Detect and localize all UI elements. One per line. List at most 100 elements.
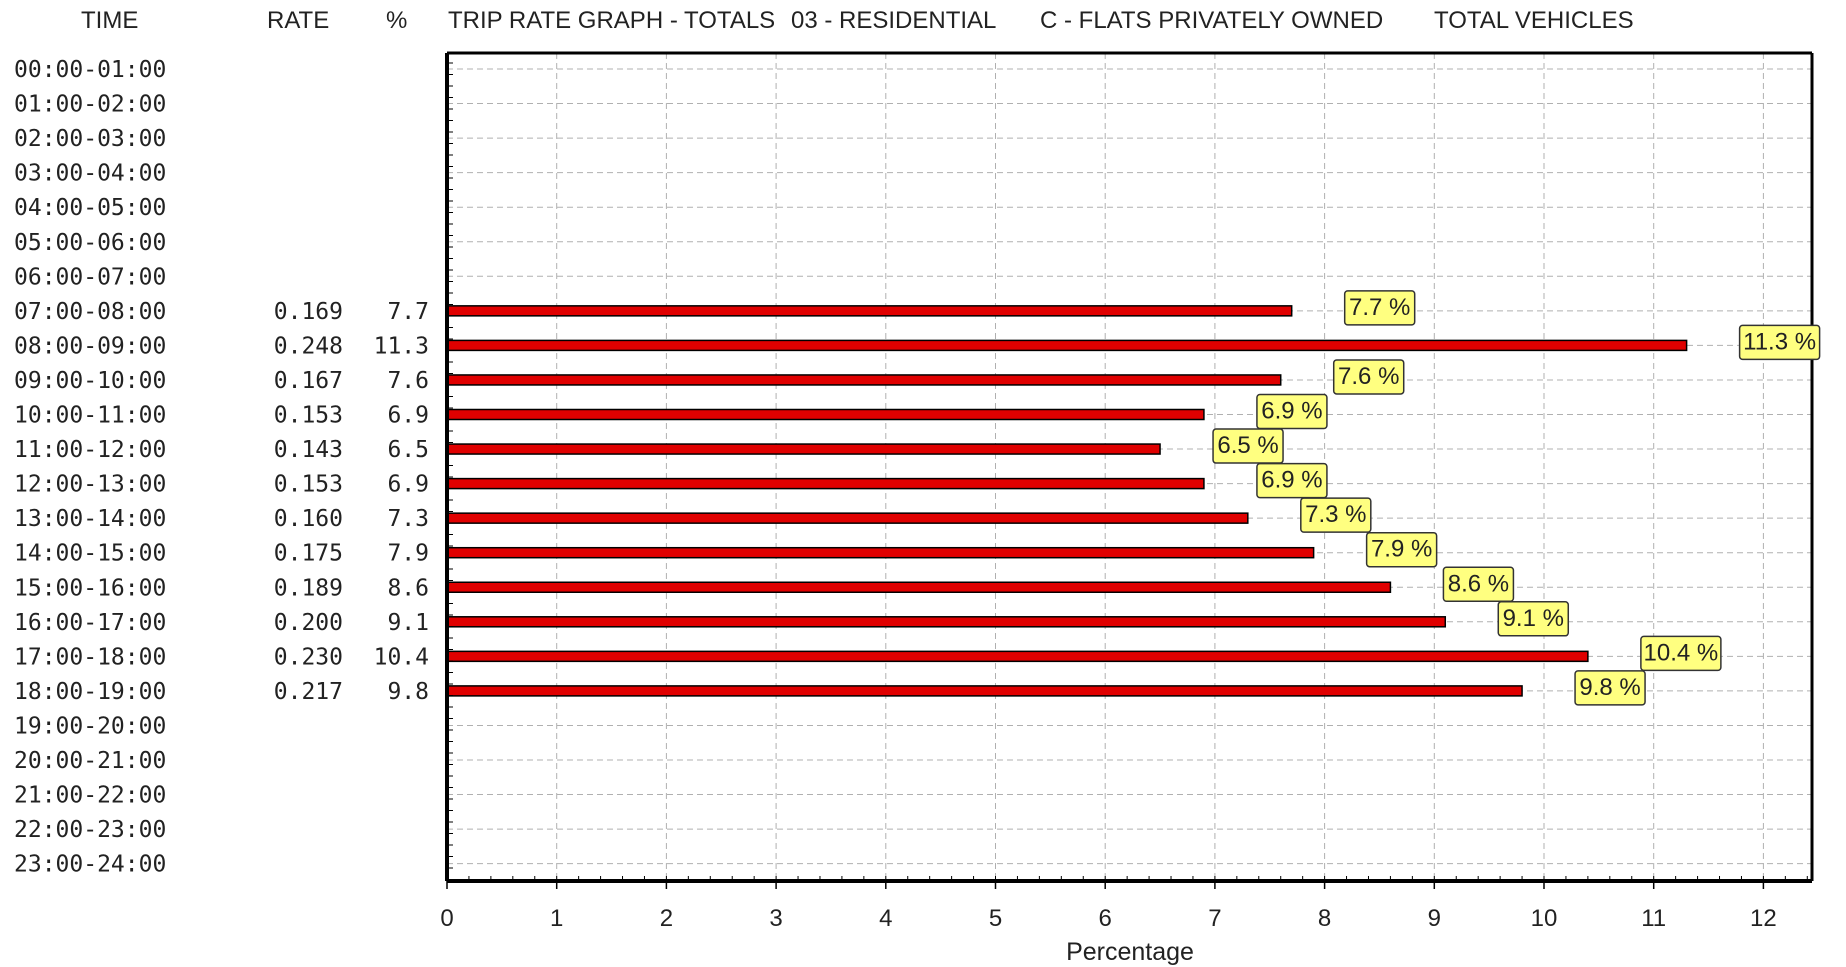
- time-label: 03:00-04:00: [14, 161, 166, 187]
- data-label: 11.3 %: [1743, 328, 1816, 355]
- time-label: 01:00-02:00: [14, 92, 166, 118]
- bar: [446, 616, 1447, 628]
- table-rows: 00:00-01:00 01:00-02:00 02:00-03:00 03:00-0…: [14, 57, 429, 878]
- bar: [446, 305, 1293, 317]
- bar: [446, 339, 1688, 352]
- time-label: 04:00-05:00: [14, 195, 166, 221]
- x-axis-label: Percentage: [1066, 938, 1194, 966]
- data-label-box: [1343, 290, 1416, 326]
- percent-value: 7.6: [387, 368, 429, 394]
- bar: [446, 650, 1589, 663]
- chart-title: TRIP RATE GRAPH - TOTALS: [448, 7, 775, 34]
- data-label: 7.9 %: [1371, 536, 1432, 563]
- percent-value: 6.9: [387, 472, 429, 498]
- percent-value: 9.8: [387, 679, 429, 705]
- rate-column-header: RATE: [267, 7, 329, 34]
- data-label-box: [1256, 462, 1328, 499]
- time-label: 17:00-18:00: [14, 644, 166, 670]
- data-label: 9.1 %: [1503, 605, 1564, 632]
- time-label: 23:00-24:00: [14, 852, 166, 878]
- rate-value: 0.143: [274, 437, 343, 463]
- x-tick-label: 0: [440, 905, 453, 932]
- data-label-box: [1300, 497, 1372, 533]
- data-label: 10.4 %: [1644, 639, 1719, 666]
- time-label: 05:00-06:00: [14, 230, 166, 256]
- rate-value: 0.200: [274, 610, 343, 636]
- time-label: 20:00-21:00: [14, 748, 166, 774]
- bar: [446, 546, 1315, 559]
- time-label: 22:00-23:00: [14, 817, 166, 843]
- data-label: 9.8 %: [1579, 674, 1640, 701]
- header-row: TIME RATE % TRIP RATE GRAPH - TOTALS 03 …: [81, 7, 1634, 34]
- x-tick-label: 10: [1531, 905, 1558, 932]
- percent-value: 7.9: [387, 541, 429, 567]
- x-tick-label: 12: [1750, 905, 1777, 932]
- rate-value: 0.153: [274, 472, 343, 498]
- percent-value: 6.9: [387, 403, 429, 429]
- data-label: 8.6 %: [1448, 570, 1509, 597]
- bar: [446, 477, 1205, 490]
- rate-value: 0.217: [274, 679, 343, 705]
- percent-value: 7.3: [387, 506, 429, 532]
- time-label: 07:00-08:00: [14, 299, 166, 325]
- time-label: 00:00-01:00: [14, 57, 166, 83]
- data-label-box: [1738, 324, 1821, 361]
- time-label: 08:00-09:00: [14, 333, 166, 359]
- bar: [446, 443, 1161, 455]
- rate-value: 0.167: [274, 368, 343, 394]
- x-tick-label: 8: [1318, 905, 1331, 932]
- data-label-box: [1212, 428, 1284, 464]
- chart-category: 03 - RESIDENTIAL: [791, 7, 996, 34]
- data-label: 6.5 %: [1217, 432, 1278, 459]
- rate-value: 0.230: [274, 644, 343, 670]
- time-column-header: TIME: [81, 7, 138, 34]
- data-label-box: [1574, 670, 1646, 706]
- x-tick-label: 7: [1208, 905, 1221, 932]
- percent-value: 9.1: [387, 610, 429, 636]
- time-label: 18:00-19:00: [14, 679, 166, 705]
- plot-grid: [447, 53, 1812, 881]
- data-label-box: [1442, 566, 1515, 602]
- data-labels: 7.7 % 11.3 % 7.6 % 6.9 % 6.5 % 6.9 % 7.3 %7.9 …: [1212, 290, 1821, 706]
- x-tick-label: 1: [550, 905, 563, 932]
- time-label: 02:00-03:00: [14, 126, 166, 152]
- percent-column-header: %: [386, 7, 407, 34]
- percent-value: 10.4: [374, 644, 429, 670]
- data-label: 7.6 %: [1338, 363, 1399, 390]
- percent-value: 11.3: [374, 333, 429, 359]
- time-label: 16:00-17:00: [14, 610, 166, 636]
- time-label: 13:00-14:00: [14, 506, 166, 532]
- x-tick-label: 9: [1428, 905, 1441, 932]
- rate-value: 0.175: [274, 541, 343, 567]
- rate-value: 0.153: [274, 403, 343, 429]
- rate-value: 0.160: [274, 506, 343, 532]
- time-label: 19:00-20:00: [14, 713, 166, 739]
- rate-value: 0.189: [274, 575, 343, 601]
- time-label: 15:00-16:00: [14, 575, 166, 601]
- data-label-box: [1497, 601, 1570, 637]
- x-tick-label: 2: [660, 905, 673, 932]
- percent-value: 7.7: [387, 299, 429, 325]
- data-label: 7.3 %: [1305, 501, 1366, 528]
- bars: [446, 305, 1688, 697]
- time-label: 11:00-12:00: [14, 437, 166, 463]
- data-label: 6.9 %: [1261, 467, 1322, 494]
- time-label: 21:00-22:00: [14, 783, 166, 809]
- x-tick-label: 11: [1641, 905, 1666, 932]
- data-label-box: [1365, 531, 1438, 568]
- x-tick-label: 4: [879, 905, 892, 932]
- bar: [446, 374, 1282, 386]
- bar: [446, 512, 1249, 524]
- rate-value: 0.169: [274, 299, 343, 325]
- percent-value: 6.5: [387, 437, 429, 463]
- time-label: 06:00-07:00: [14, 264, 166, 290]
- time-label: 12:00-13:00: [14, 472, 166, 498]
- data-label: 6.9 %: [1261, 398, 1322, 425]
- data-label-box: [1332, 359, 1405, 395]
- x-tick-label: 5: [989, 905, 1002, 932]
- bar: [446, 408, 1205, 421]
- chart-vehicles: TOTAL VEHICLES: [1434, 7, 1634, 34]
- time-label: 09:00-10:00: [14, 368, 166, 394]
- chart-subcategory: C - FLATS PRIVATELY OWNED: [1040, 7, 1383, 34]
